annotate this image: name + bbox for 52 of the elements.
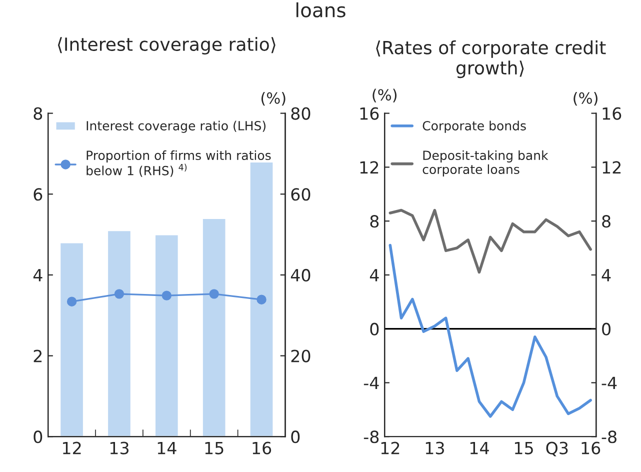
y2-tick-label: 16 xyxy=(602,107,622,120)
y2-tick-label: -8 xyxy=(602,430,616,444)
line-series xyxy=(388,244,592,418)
y-tick-label: 2 xyxy=(34,350,42,362)
x-tick-label: 12 xyxy=(381,442,400,454)
y-tick-label: -4 xyxy=(364,376,379,390)
text: loans xyxy=(296,2,346,18)
y-tick-label: 12 xyxy=(360,161,378,174)
y2-tick-label: 60 xyxy=(291,188,310,201)
x-tick-label: 14 xyxy=(470,442,489,454)
x-tick-label: 16 xyxy=(252,442,272,454)
y2-axis-title: (%) xyxy=(574,92,598,106)
y2-tick-label: -4 xyxy=(602,376,617,390)
x-tick-label: 13 xyxy=(426,442,444,454)
y2-tick-label: 8 xyxy=(602,215,610,228)
y2-tick-label: 0 xyxy=(291,430,300,444)
y-tick-label: 0 xyxy=(370,322,379,336)
line-series xyxy=(388,208,592,274)
x-tick-label: 15 xyxy=(205,442,224,454)
y-tick-label: 6 xyxy=(34,188,42,201)
y-tick-label: 16 xyxy=(360,107,379,120)
y-tick-label: -8 xyxy=(364,430,379,444)
y-axis-title: (%) xyxy=(372,88,397,102)
y2-tick-label: 80 xyxy=(291,107,310,120)
x-tick-label: 14 xyxy=(158,442,176,454)
chart-title: ⟨Interest coverage ratio⟩ xyxy=(58,37,276,55)
x-tick-label: 16 xyxy=(582,442,600,454)
y-tick-label: 8 xyxy=(34,107,42,120)
bar xyxy=(59,242,84,437)
y2-tick-label: 40 xyxy=(290,268,310,282)
y-tick-label: 4 xyxy=(33,269,42,282)
legend-label: Proportion of firms with ratios below 1 (RHS) $^{4)}$ xyxy=(86,150,271,177)
bar xyxy=(106,230,132,437)
y2-tick-label: 4 xyxy=(602,269,611,282)
x-tick-label: 15 xyxy=(514,442,533,454)
x-tick-label: 12 xyxy=(63,442,81,454)
y2-axis-title: (%) xyxy=(261,92,286,106)
x-tick-label: Q3 xyxy=(546,442,568,456)
bar xyxy=(202,218,227,437)
y2-tick-label: 20 xyxy=(291,350,310,362)
y2-tick-label: 12 xyxy=(602,161,621,174)
legend-label: Corporate bonds xyxy=(422,120,526,133)
y-tick-label: 0 xyxy=(34,430,42,444)
x-tick-label: 13 xyxy=(110,442,128,454)
legend-label: Deposit-taking bank corporate loans xyxy=(422,150,548,176)
chart-title: ⟨Rates of corporate credit growth⟩ xyxy=(376,40,606,78)
y-tick-label: 4 xyxy=(370,269,379,282)
bar xyxy=(248,161,274,437)
y-tick-label: 8 xyxy=(370,215,379,228)
legend-label: Interest coverage ratio (LHS) xyxy=(86,120,266,133)
bar xyxy=(154,234,180,437)
y2-tick-label: 0 xyxy=(602,322,610,336)
